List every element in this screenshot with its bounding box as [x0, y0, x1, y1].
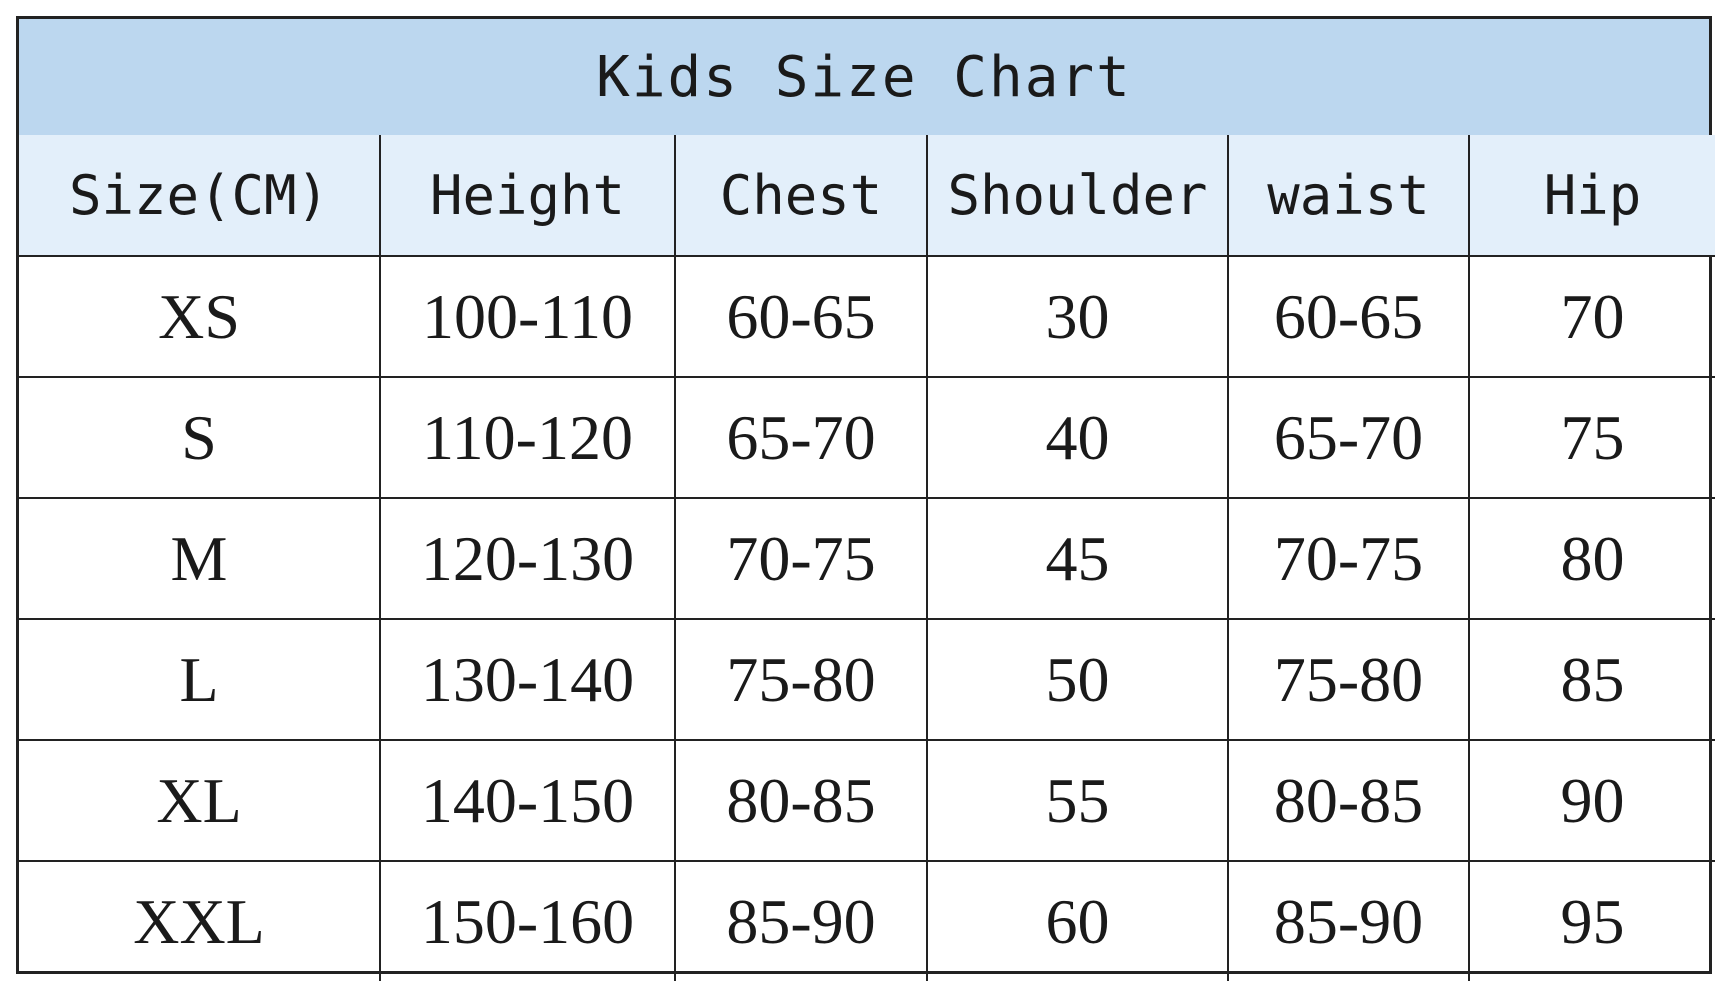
cell-hip: 70 [1468, 255, 1715, 378]
cell-size: L [19, 618, 381, 741]
cell-height: 130-140 [379, 618, 676, 741]
cell-waist: 60-65 [1227, 255, 1470, 378]
cell-waist: 75-80 [1227, 618, 1470, 741]
size-table: Size(CM) Height Chest Shoulder waist Hip… [19, 135, 1715, 981]
table-row: L 130-140 75-80 50 75-80 85 [19, 618, 1715, 741]
table-row: XXL 150-160 85-90 60 85-90 95 [19, 860, 1715, 981]
header-row: Size(CM) Height Chest Shoulder waist Hip [19, 135, 1715, 257]
cell-size: S [19, 376, 381, 499]
cell-chest: 70-75 [674, 497, 928, 620]
size-chart: Kids Size Chart Size(CM) Height Chest Sh… [16, 16, 1715, 981]
cell-chest: 65-70 [674, 376, 928, 499]
cell-hip: 95 [1468, 860, 1715, 981]
cell-chest: 60-65 [674, 255, 928, 378]
cell-chest: 80-85 [674, 739, 928, 862]
cell-waist: 85-90 [1227, 860, 1470, 981]
header-hip: Hip [1468, 135, 1715, 257]
cell-waist: 70-75 [1227, 497, 1470, 620]
cell-hip: 85 [1468, 618, 1715, 741]
cell-height: 140-150 [379, 739, 676, 862]
cell-height: 150-160 [379, 860, 676, 981]
table-row: S 110-120 65-70 40 65-70 75 [19, 376, 1715, 499]
cell-height: 110-120 [379, 376, 676, 499]
cell-waist: 80-85 [1227, 739, 1470, 862]
cell-height: 120-130 [379, 497, 676, 620]
cell-hip: 75 [1468, 376, 1715, 499]
cell-size: XS [19, 255, 381, 378]
table-row: XS 100-110 60-65 30 60-65 70 [19, 255, 1715, 378]
table-row: M 120-130 70-75 45 70-75 80 [19, 497, 1715, 620]
cell-shoulder: 40 [926, 376, 1229, 499]
cell-size: XXL [19, 860, 381, 981]
cell-shoulder: 55 [926, 739, 1229, 862]
header-chest: Chest [674, 135, 928, 257]
cell-waist: 65-70 [1227, 376, 1470, 499]
cell-shoulder: 45 [926, 497, 1229, 620]
header-height: Height [379, 135, 676, 257]
cell-chest: 75-80 [674, 618, 928, 741]
cell-shoulder: 50 [926, 618, 1229, 741]
chart-title: Kids Size Chart [19, 19, 1709, 138]
cell-height: 100-110 [379, 255, 676, 378]
cell-hip: 80 [1468, 497, 1715, 620]
header-shoulder: Shoulder [926, 135, 1229, 257]
cell-size: XL [19, 739, 381, 862]
cell-chest: 85-90 [674, 860, 928, 981]
header-size: Size(CM) [19, 135, 381, 257]
cell-shoulder: 60 [926, 860, 1229, 981]
cell-size: M [19, 497, 381, 620]
table-row: XL 140-150 80-85 55 80-85 90 [19, 739, 1715, 862]
cell-hip: 90 [1468, 739, 1715, 862]
header-waist: waist [1227, 135, 1470, 257]
cell-shoulder: 30 [926, 255, 1229, 378]
